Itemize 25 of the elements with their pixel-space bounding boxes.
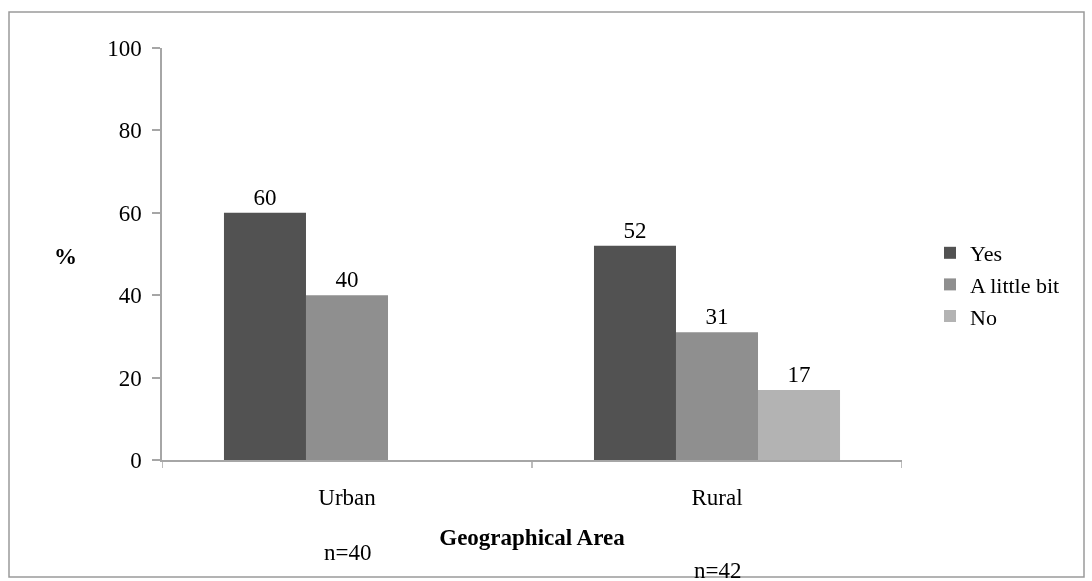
data-label: 17 [787,361,811,387]
x-tick-label: Rural [691,485,743,511]
y-tick-label: 80 [118,118,142,144]
y-tick-label: 40 [118,283,142,309]
bar [223,212,306,460]
bar [758,389,841,460]
legend-label: No [970,304,997,330]
y-tick-label: 20 [118,365,142,391]
bar [593,245,676,460]
y-tick-label: 100 [107,36,142,62]
data-label: 52 [623,217,647,243]
text: n=40 [324,540,372,565]
data-label: 31 [705,304,729,330]
y-tick-label: 60 [118,200,142,226]
bar [675,332,759,460]
legend-label: Yes [970,241,1003,267]
data-label: 60 [253,184,277,210]
y-axis-title: % [54,244,77,269]
legend-label: A little bit [970,272,1060,298]
bar [305,295,389,460]
y-tick-label: 0 [130,448,142,474]
data-label: 40 [335,267,359,293]
text: n=42 [694,558,742,581]
x-axis-title: Geographical Area [439,525,626,551]
x-tick-label: Urban [318,485,377,511]
